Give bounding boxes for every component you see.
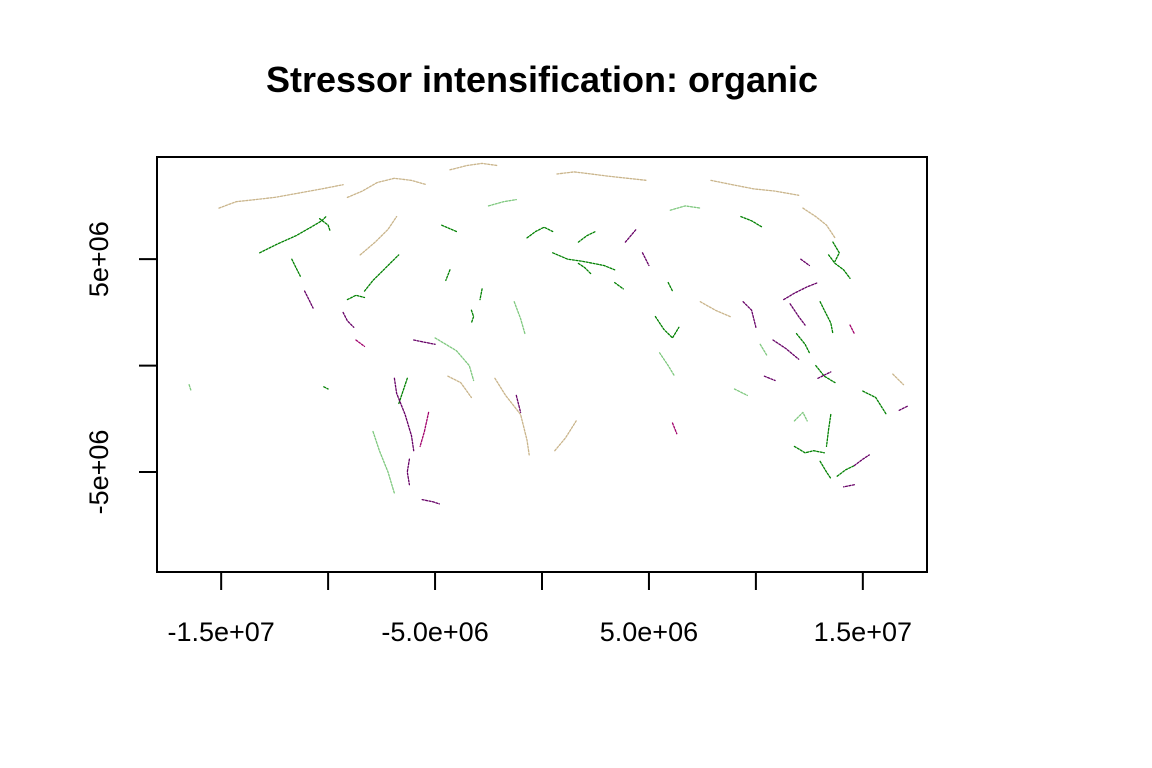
- coastline-segment-purple: [303, 290, 314, 309]
- coastline-segment-green: [577, 262, 592, 275]
- coastline-segment-tan: [218, 184, 344, 209]
- coastline-segment-tan: [494, 377, 530, 456]
- coastline-segment-light_green: [513, 301, 526, 335]
- coastline-segment-green: [819, 460, 832, 480]
- coastline-segment-purple: [800, 258, 811, 267]
- coastline-segment-purple: [406, 458, 411, 486]
- coastline-segment-green: [795, 332, 811, 354]
- coastline-segment-purple: [853, 454, 870, 467]
- coastline-segment-purple: [342, 311, 355, 328]
- coastline-segment-purple: [772, 339, 800, 360]
- y-tick-label: 5e+06: [84, 221, 114, 297]
- coastline-segment-purple: [413, 339, 436, 345]
- coastline-segment-green: [470, 309, 475, 324]
- coastline-segment-green: [836, 464, 855, 477]
- coastline-segment-purple: [763, 375, 776, 382]
- coastline-segment-tan: [710, 179, 800, 196]
- coastline-segment-green: [323, 386, 329, 390]
- coastline-segment-green: [398, 377, 408, 405]
- coastline-segment-green: [815, 364, 836, 384]
- coastline-segment-tan: [449, 162, 498, 171]
- coastline-segment-green: [552, 252, 616, 271]
- coastline-segment-tan: [802, 207, 836, 239]
- coastline-segment-tan: [346, 177, 428, 199]
- coastline-segment-purple: [789, 303, 806, 326]
- coastline-segment-tan: [892, 373, 905, 386]
- coastline-segment-light_green: [793, 411, 808, 422]
- coastline-segment-purple: [783, 281, 819, 301]
- coastline-segment-green: [827, 254, 851, 279]
- coastline-segment-green: [318, 218, 331, 233]
- coastline-segment-purple: [817, 371, 832, 379]
- coastline-segment-magenta: [355, 339, 366, 348]
- coastline-segment-tan: [556, 171, 648, 182]
- y-axis: 5e+06 -5e+06: [84, 221, 157, 514]
- coastline-segment-light_green: [669, 205, 701, 211]
- coastline-segment-green: [793, 445, 825, 454]
- plot-frame: [156, 156, 928, 573]
- coastline-segment-purple: [393, 377, 415, 452]
- coastline-segment-tan: [554, 420, 577, 452]
- x-tick-label: -1.5e+07: [167, 617, 274, 647]
- coastline-segment-green: [577, 230, 597, 243]
- coastline-segment-magenta: [671, 422, 678, 435]
- coastline-segment-green: [440, 224, 458, 233]
- coastline-segment-purple: [515, 394, 522, 414]
- coastline-segment-green: [667, 281, 674, 292]
- x-tick-label: 5.0e+06: [600, 617, 698, 647]
- coastline-segment-green: [862, 390, 888, 416]
- coastline-segment-green: [832, 241, 840, 262]
- coastline-segment-purple: [842, 484, 855, 488]
- x-tick-label: 1.5e+07: [814, 617, 912, 647]
- chart-title: Stressor intensification: organic: [266, 59, 818, 100]
- x-axis: -1.5e+07 -5.0e+06 5.0e+06 1.5e+07: [167, 572, 912, 647]
- y-tick-label: -5e+06: [84, 430, 114, 515]
- coastline-segment-light_green: [733, 388, 748, 397]
- coastline-segment-light_green: [487, 198, 517, 207]
- coastline-segment-tan: [447, 375, 473, 399]
- coastline-segment-green: [363, 254, 400, 292]
- coastline-segment-light_green: [372, 430, 396, 494]
- coastline-segment-green: [825, 413, 832, 448]
- coastline-segment-green: [259, 215, 327, 254]
- coastline-segment-tan: [699, 301, 731, 318]
- coastline-segment-purple: [641, 252, 650, 267]
- coastline-segment-green: [445, 269, 451, 282]
- coastline-segment-light_green: [658, 352, 676, 377]
- coastline-segment-green: [526, 226, 554, 239]
- map-plot-area: [188, 162, 909, 505]
- coastline-segment-light_green: [759, 343, 768, 356]
- coastline-segment-green: [654, 315, 680, 339]
- coastline-segment-purple: [624, 228, 637, 243]
- coastline-segment-light_green: [434, 337, 475, 382]
- coastline-segment-tan: [359, 215, 398, 256]
- coastline-segment-green: [614, 281, 624, 290]
- coastline-segment-purple: [742, 301, 757, 328]
- coastline-segment-green: [291, 258, 301, 277]
- coastline-segment-magenta: [419, 411, 430, 448]
- coastline-segment-green: [346, 294, 366, 301]
- coastline-segment-purple: [421, 498, 440, 505]
- coastline-segment-green: [740, 215, 763, 228]
- coastline-segment-light_green: [188, 384, 192, 392]
- coastline-segment-purple: [898, 405, 909, 411]
- x-tick-label: -5.0e+06: [381, 617, 488, 647]
- coastline-segment-magenta: [849, 324, 855, 335]
- coastline-segment-green: [479, 288, 483, 301]
- coastline-segment-green: [819, 301, 834, 335]
